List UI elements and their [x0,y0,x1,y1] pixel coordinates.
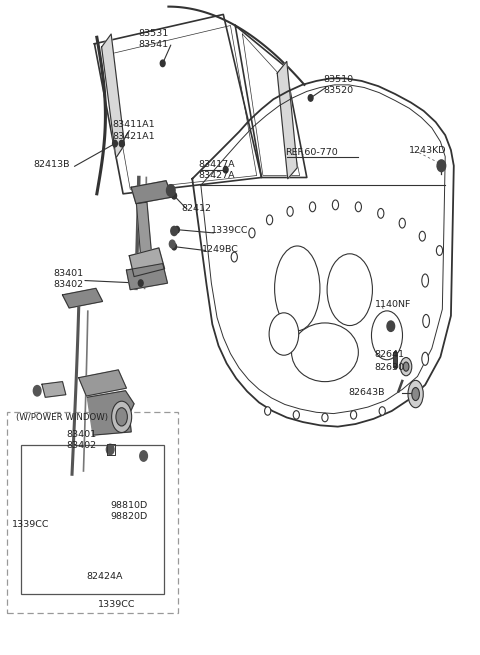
Ellipse shape [322,413,328,422]
Ellipse shape [422,274,429,287]
Ellipse shape [379,407,385,415]
Ellipse shape [372,311,403,360]
Ellipse shape [419,231,425,241]
Circle shape [175,227,180,233]
Polygon shape [136,202,152,257]
Circle shape [107,444,114,455]
Ellipse shape [400,358,412,376]
Circle shape [34,386,41,396]
Ellipse shape [264,407,271,415]
Circle shape [171,227,178,236]
Bar [7,412,178,613]
Text: REF.60-770: REF.60-770 [285,148,338,157]
Text: 1339CC: 1339CC [98,600,136,609]
Text: 82412: 82412 [182,204,212,214]
Text: 82424A: 82424A [86,572,123,581]
Polygon shape [131,181,172,204]
Circle shape [223,166,228,173]
Circle shape [172,244,177,250]
Circle shape [138,280,143,286]
Circle shape [387,321,395,331]
Circle shape [172,193,177,199]
Text: 83531
83541: 83531 83541 [138,29,168,49]
Text: 1243KD: 1243KD [409,145,447,155]
Circle shape [169,240,175,248]
Ellipse shape [275,246,320,331]
Ellipse shape [436,246,443,255]
Circle shape [160,60,165,67]
Ellipse shape [422,352,429,365]
Polygon shape [102,34,124,158]
Ellipse shape [291,323,359,382]
Polygon shape [277,62,297,179]
Ellipse shape [399,218,405,228]
Ellipse shape [231,252,238,262]
Ellipse shape [332,200,338,210]
Circle shape [113,140,117,147]
Ellipse shape [266,215,273,225]
Text: 98810D
98820D: 98810D 98820D [110,501,147,521]
Polygon shape [87,391,134,435]
Ellipse shape [378,208,384,218]
Text: 1140NF: 1140NF [374,300,411,309]
Text: 82413B: 82413B [34,160,71,169]
Text: 83401
83402: 83401 83402 [53,269,83,289]
Text: 83411A1
83421A1: 83411A1 83421A1 [112,121,155,141]
Ellipse shape [112,402,132,432]
Text: 83417A
83427A: 83417A 83427A [198,160,235,179]
Text: 83510
83520: 83510 83520 [324,75,354,95]
Text: 1249BC: 1249BC [202,245,239,253]
Circle shape [119,140,124,147]
Text: 82630: 82630 [374,364,405,373]
Ellipse shape [408,381,423,407]
Ellipse shape [293,411,300,419]
Ellipse shape [423,314,430,328]
Text: 82643B: 82643B [349,388,385,397]
Circle shape [140,451,147,461]
Polygon shape [62,288,103,308]
Bar [22,445,164,593]
Text: 83401
83402: 83401 83402 [67,430,96,450]
Ellipse shape [327,253,372,326]
Circle shape [437,160,446,172]
Text: 1339CC: 1339CC [12,520,49,529]
Circle shape [167,185,175,196]
Polygon shape [126,263,168,290]
Ellipse shape [269,313,299,355]
Ellipse shape [310,202,316,212]
Ellipse shape [403,362,409,371]
Text: 82641: 82641 [374,350,405,360]
Polygon shape [129,248,165,276]
Ellipse shape [287,206,293,216]
Ellipse shape [350,411,357,419]
Polygon shape [79,370,126,396]
Ellipse shape [116,407,127,426]
Circle shape [308,95,313,101]
Ellipse shape [412,388,420,401]
Ellipse shape [355,202,361,212]
Ellipse shape [249,228,255,238]
Text: (W/POWER WINDOW): (W/POWER WINDOW) [16,413,108,422]
Text: 1339CC: 1339CC [211,227,249,235]
Polygon shape [42,382,66,398]
